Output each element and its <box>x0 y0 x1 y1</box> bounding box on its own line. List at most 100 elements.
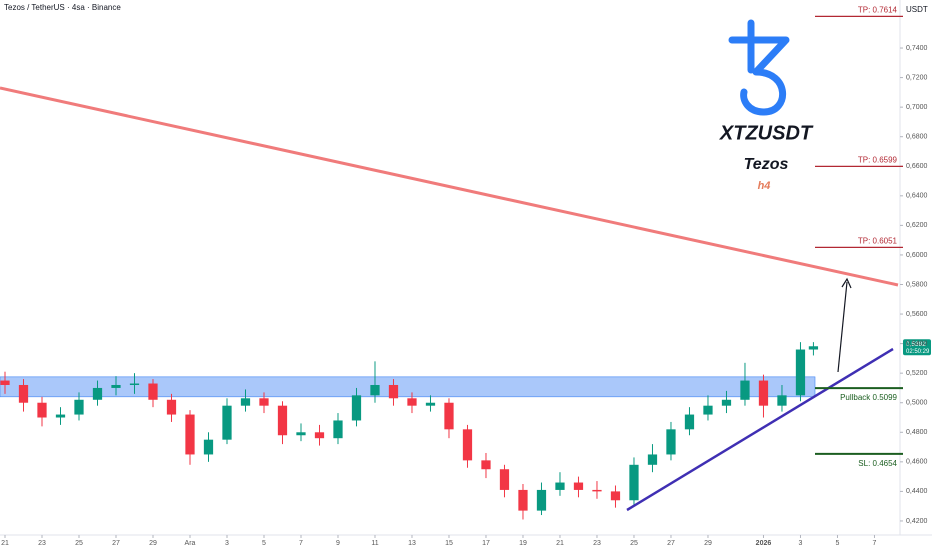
candle-body <box>111 384 121 388</box>
candle-body <box>555 482 565 490</box>
y-tick-label: 0,5000 <box>906 400 928 407</box>
candle-body <box>758 380 769 406</box>
candle-body <box>684 414 695 430</box>
candle-body <box>518 489 528 511</box>
x-tick-label: 17 <box>482 540 490 547</box>
x-tick-label: 27 <box>667 540 675 547</box>
chart-title: Tezos / TetherUS · 4sa · Binance <box>4 3 121 12</box>
name-label: Tezos <box>744 156 789 173</box>
candle-body <box>240 398 251 406</box>
y-tick-label: 0,7400 <box>906 45 928 52</box>
currency-label: USDT <box>906 5 928 14</box>
x-tick-label: 13 <box>408 540 416 547</box>
level-label: TP: 0.6051 <box>858 237 898 246</box>
level-label: TP: 0.6599 <box>858 156 898 165</box>
x-tick-label: 7 <box>873 540 877 547</box>
x-tick-label: 9 <box>336 540 340 547</box>
x-tick-label: 5 <box>836 540 840 547</box>
x-tick-label: 3 <box>225 540 229 547</box>
candle-body <box>721 399 732 406</box>
candle-body <box>481 460 491 470</box>
support-trendline <box>626 347 894 512</box>
x-tick-label: 19 <box>519 540 527 547</box>
candle-body <box>610 491 621 501</box>
candle-body <box>536 489 547 511</box>
target-arrow <box>837 277 852 373</box>
y-tick-label: 0,5600 <box>906 311 928 318</box>
x-tick-label: Ara <box>185 540 196 547</box>
y-tick-label: 0,5800 <box>906 281 928 288</box>
candle-body <box>777 395 787 406</box>
level-label: SL: 0.4654 <box>858 459 897 468</box>
candle-body <box>444 402 454 430</box>
x-tick-label: 5 <box>262 540 266 547</box>
candle-body <box>148 383 158 400</box>
support-zone <box>0 376 816 398</box>
x-tick-label: 7 <box>299 540 303 547</box>
last-price-label: 0,5382 <box>906 341 926 348</box>
y-tick-label: 0,6000 <box>906 252 928 259</box>
candle-body <box>629 464 639 501</box>
symbol-label: XTZUSDT <box>719 122 814 144</box>
x-tick-label: 23 <box>593 540 601 547</box>
candle-body <box>203 439 214 455</box>
candle-body <box>296 432 306 436</box>
candle-body <box>259 398 269 406</box>
candle-body <box>370 384 380 396</box>
resistance-trendline <box>0 86 899 287</box>
y-tick-label: 0,6400 <box>906 193 928 200</box>
candle-body <box>703 405 713 415</box>
candle-body <box>55 414 66 418</box>
candle-body <box>92 387 103 400</box>
x-tick-label: 29 <box>704 540 712 547</box>
candle-body <box>314 432 325 439</box>
y-tick-label: 0,6200 <box>906 222 928 229</box>
candle-body <box>808 346 819 350</box>
y-tick-label: 0,6600 <box>906 163 928 170</box>
y-tick-label: 0,4400 <box>906 488 928 495</box>
candle-body <box>425 402 436 406</box>
x-tick-label: 21 <box>1 540 9 547</box>
candle-body <box>333 420 343 439</box>
candle-body <box>592 489 602 492</box>
x-tick-label: 15 <box>445 540 453 547</box>
candle-body <box>388 384 399 399</box>
candle-body <box>666 429 676 455</box>
y-tick-label: 0,5200 <box>906 370 928 377</box>
candle-body <box>37 402 47 418</box>
candle-body <box>129 383 140 385</box>
y-tick-label: 0,6800 <box>906 134 928 141</box>
x-tick-label: 27 <box>112 540 120 547</box>
candle-body <box>351 395 362 421</box>
tezos-logo <box>728 19 790 116</box>
y-tick-label: 0,4800 <box>906 429 928 436</box>
candle-body <box>647 454 658 465</box>
countdown-label: 02:50:29 <box>906 349 930 355</box>
candle-body <box>185 414 195 455</box>
y-tick-label: 0,7000 <box>906 104 928 111</box>
timeframe-label: h4 <box>758 180 771 192</box>
y-tick-label: 0,4200 <box>906 518 928 525</box>
candle-body <box>18 384 29 403</box>
x-tick-label: 21 <box>556 540 564 547</box>
candle-body <box>277 405 288 436</box>
y-tick-label: 0,5400 <box>906 340 928 347</box>
x-tick-label: 25 <box>75 540 83 547</box>
x-tick-label: 29 <box>149 540 157 547</box>
candle-body <box>740 380 750 400</box>
candle-body <box>462 429 473 461</box>
candle-body <box>222 405 232 440</box>
last-price-tag <box>903 339 931 356</box>
candle-body <box>407 398 417 406</box>
y-tick-label: 0,4600 <box>906 459 928 466</box>
x-tick-label: 3 <box>799 540 803 547</box>
y-tick-label: 0,7200 <box>906 74 928 81</box>
level-label: TP: 0.7614 <box>858 6 898 15</box>
candle-body <box>499 469 510 490</box>
candle-body <box>166 399 177 415</box>
x-tick-label: 23 <box>38 540 46 547</box>
candle-body <box>74 399 84 415</box>
candle-body <box>0 380 10 385</box>
